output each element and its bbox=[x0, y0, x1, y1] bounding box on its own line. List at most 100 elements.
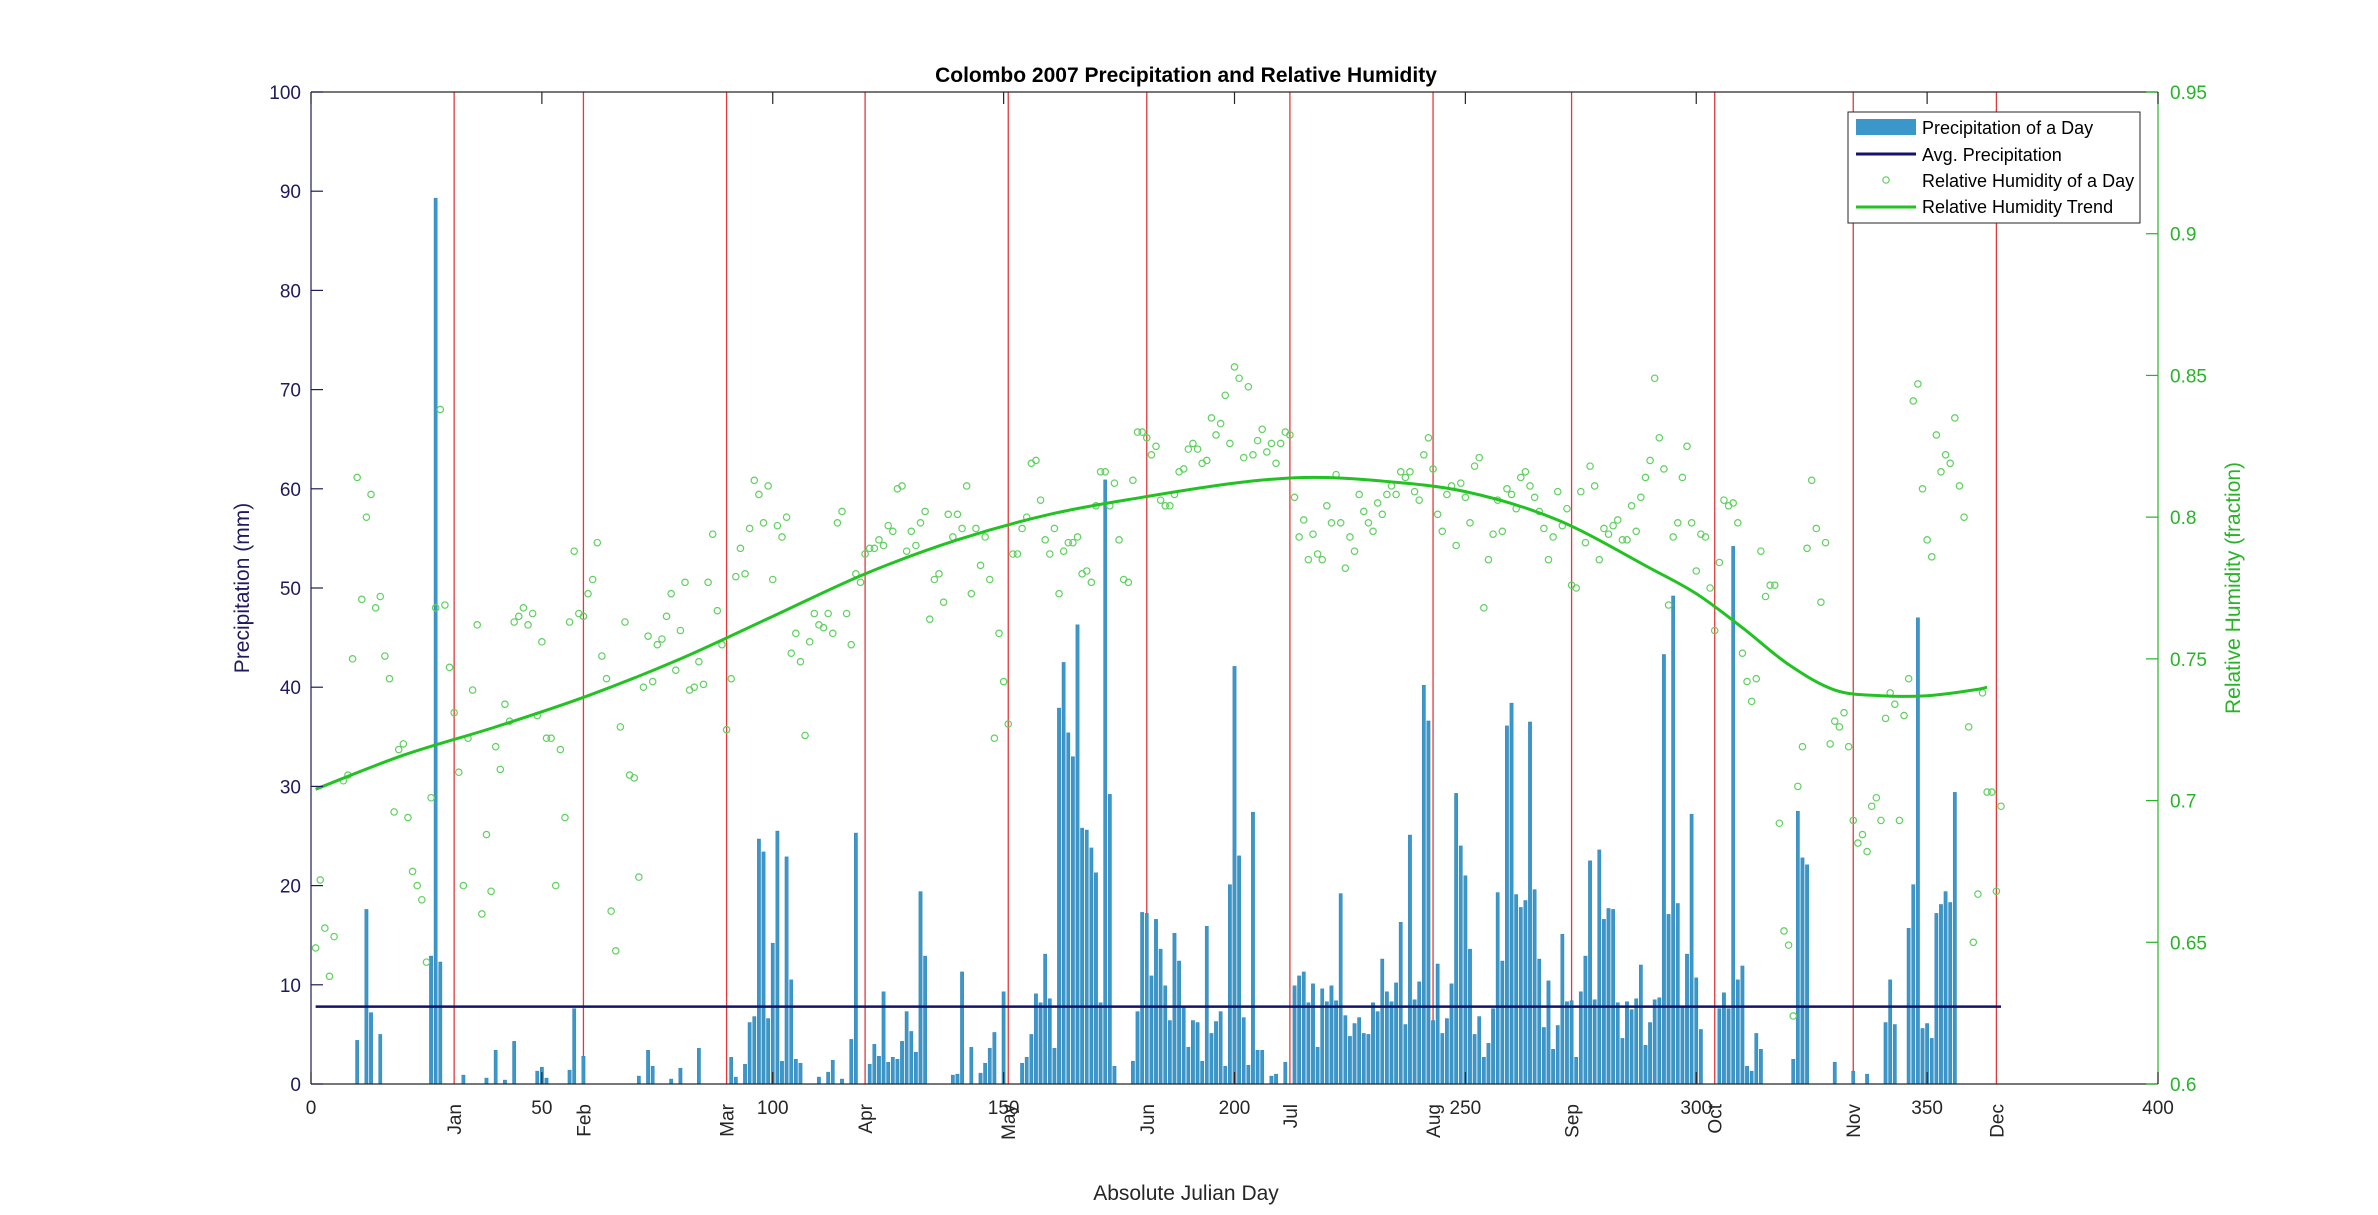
humidity-point bbox=[1701, 533, 1710, 541]
humidity-point bbox=[916, 519, 925, 527]
humidity-point bbox=[353, 473, 361, 482]
humidity-point bbox=[1987, 788, 1996, 796]
precip-bar bbox=[1588, 860, 1592, 1085]
humidity-point bbox=[362, 513, 371, 521]
precip-bar bbox=[1094, 872, 1098, 1085]
precip-bar bbox=[955, 1073, 960, 1085]
humidity-point bbox=[695, 657, 703, 666]
month-label-nov: Nov bbox=[1844, 1104, 1865, 1138]
x-tick-label: 0 bbox=[306, 1098, 317, 1119]
humidity-point bbox=[551, 881, 560, 890]
humidity-point bbox=[1258, 425, 1267, 434]
humidity-point bbox=[1489, 530, 1497, 538]
trend-layer bbox=[315, 475, 1988, 791]
y-tick-label-left: 80 bbox=[280, 281, 301, 302]
legend: Precipitation of a Day Avg. Precipitatio… bbox=[1847, 111, 2141, 224]
humidity-point bbox=[635, 873, 643, 881]
humidity-point bbox=[501, 700, 509, 709]
precip-bar bbox=[1592, 999, 1597, 1085]
precip-bar bbox=[775, 830, 780, 1085]
humidity-point bbox=[1323, 502, 1331, 510]
precip-bar bbox=[789, 979, 794, 1085]
humidity-point bbox=[1553, 487, 1562, 496]
humidity-point bbox=[1456, 479, 1465, 487]
y-tick-label-right: 0.6 bbox=[2170, 1075, 2196, 1096]
precip-bar bbox=[1186, 1047, 1191, 1085]
humidity-point bbox=[1821, 538, 1830, 547]
humidity-point bbox=[394, 745, 403, 754]
humidity-point bbox=[1613, 516, 1622, 524]
month-label-mar: Mar bbox=[718, 1103, 739, 1136]
month-label-dec: Dec bbox=[1987, 1104, 2008, 1138]
y-tick-label-right: 0.95 bbox=[2170, 83, 2207, 104]
precip-bar bbox=[1514, 894, 1519, 1085]
precip-bar bbox=[1408, 834, 1412, 1085]
precip-bar bbox=[1089, 847, 1094, 1085]
humidity-point bbox=[325, 972, 334, 981]
humidity-point bbox=[1669, 533, 1677, 541]
precip-bar bbox=[1075, 624, 1080, 1085]
precip-bar bbox=[1057, 707, 1061, 1085]
humidity-point bbox=[1951, 414, 1959, 422]
humidity-point bbox=[944, 510, 953, 519]
precip-bar bbox=[1569, 1000, 1574, 1085]
x-tick-label: 100 bbox=[757, 1098, 789, 1119]
humidity-point bbox=[1452, 541, 1460, 550]
humidity-point bbox=[1761, 592, 1770, 601]
humidity-point bbox=[1789, 1012, 1798, 1020]
humidity-point bbox=[1133, 428, 1142, 436]
humidity-point bbox=[972, 524, 980, 533]
humidity-point bbox=[667, 589, 675, 598]
precip-bar bbox=[1795, 811, 1800, 1085]
precip-bar bbox=[1403, 1024, 1408, 1085]
humidity-point bbox=[1433, 510, 1442, 519]
humidity-point bbox=[436, 405, 445, 414]
precip-bar bbox=[766, 1018, 770, 1085]
humidity-point bbox=[653, 640, 662, 649]
humidity-point bbox=[1221, 391, 1230, 400]
humidity-point bbox=[1161, 502, 1170, 510]
precip-bar bbox=[1625, 1001, 1629, 1085]
precip-bar bbox=[1615, 1002, 1620, 1085]
precip-bar bbox=[923, 955, 927, 1085]
humidity-point bbox=[1983, 788, 1991, 796]
humidity-point bbox=[431, 604, 440, 612]
humidity-point bbox=[1914, 380, 1922, 388]
humidity-point bbox=[898, 482, 906, 490]
precip-bar bbox=[1223, 1065, 1228, 1085]
precip-bar bbox=[1435, 963, 1440, 1085]
humidity-point bbox=[967, 589, 976, 598]
y-tick-label-left: 90 bbox=[280, 182, 301, 203]
humidity-point bbox=[1184, 445, 1193, 453]
precip-bar bbox=[484, 1077, 489, 1085]
humidity-point bbox=[598, 652, 606, 660]
humidity-point bbox=[722, 725, 731, 734]
y-tick-label-left: 100 bbox=[269, 83, 301, 104]
humidity-point bbox=[1974, 890, 1982, 898]
precip-bar bbox=[1597, 849, 1602, 1085]
precip-bar bbox=[1154, 919, 1158, 1085]
precip-bar bbox=[1749, 1070, 1754, 1085]
precip-bar bbox=[1306, 1002, 1311, 1085]
humidity-point bbox=[1203, 456, 1211, 465]
humidity-point bbox=[1590, 482, 1599, 490]
humidity-point bbox=[1216, 419, 1225, 428]
precip-bar bbox=[1140, 912, 1145, 1085]
precip-bar bbox=[669, 1078, 674, 1085]
humidity-point bbox=[1156, 496, 1165, 504]
humidity-point bbox=[1798, 742, 1807, 751]
precip-bar bbox=[1634, 998, 1639, 1085]
precip-bar bbox=[1149, 975, 1154, 1085]
humidity-point bbox=[1396, 467, 1405, 476]
humidity-point bbox=[547, 734, 555, 743]
humidity-point bbox=[999, 677, 1008, 686]
y-tick-label-left: 40 bbox=[280, 678, 301, 699]
humidity-point bbox=[1041, 536, 1049, 544]
humidity-point bbox=[1891, 700, 1899, 709]
humidity-point bbox=[1498, 527, 1507, 536]
humidity-point bbox=[316, 876, 325, 884]
humidity-point bbox=[607, 907, 615, 915]
humidity-point bbox=[1406, 467, 1414, 476]
humidity-point bbox=[487, 887, 495, 896]
humidity-point bbox=[925, 615, 934, 623]
